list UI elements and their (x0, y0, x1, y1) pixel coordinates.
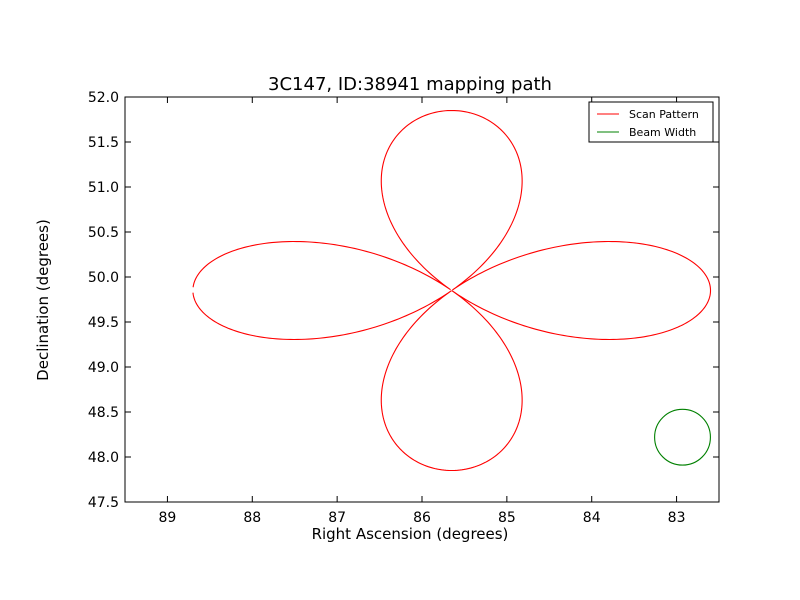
y-tick-label: 49.5 (88, 315, 119, 331)
x-tick-label: 84 (583, 510, 601, 526)
y-tick-label: 50.5 (88, 225, 119, 241)
y-tick-label: 49.0 (88, 360, 119, 376)
y-tick-label: 48.0 (88, 450, 119, 466)
y-tick-label: 48.5 (88, 405, 119, 421)
y-tick-label: 52.0 (88, 90, 119, 106)
beam-width-circle (654, 408, 711, 466)
x-axis-ticks: 89 88 87 86 85 84 83 (159, 97, 686, 526)
data-marks (192, 109, 712, 472)
y-axis-ticks: 47.5 48.0 48.5 49.0 49.5 50.0 50.5 51.0 51.5 52.0 (88, 90, 719, 511)
x-tick-label: 88 (243, 510, 261, 526)
legend-label-scan-pattern: Scan Pattern (629, 108, 699, 121)
y-tick-label: 47.5 (88, 495, 119, 511)
legend: Scan Pattern Beam Width (588, 101, 714, 143)
x-tick-label: 87 (328, 510, 346, 526)
y-axis-label: Declination (degrees) (34, 219, 52, 381)
plot-frame (124, 96, 720, 503)
y-tick-label: 51.5 (88, 135, 119, 151)
x-tick-label: 85 (498, 510, 516, 526)
plot-area (124, 96, 720, 503)
x-tick-label: 89 (159, 510, 177, 526)
scan-pattern-line (192, 109, 712, 472)
y-tick-label: 51.0 (88, 180, 119, 196)
y-tick-label: 50.0 (88, 270, 119, 286)
x-tick-label: 83 (668, 510, 686, 526)
chart-title: 3C147, ID:38941 mapping path (268, 74, 552, 95)
x-axis-label: Right Ascension (degrees) (312, 525, 509, 543)
legend-box (588, 101, 714, 143)
legend-label-beam-width: Beam Width (629, 126, 696, 139)
x-tick-label: 86 (413, 510, 431, 526)
